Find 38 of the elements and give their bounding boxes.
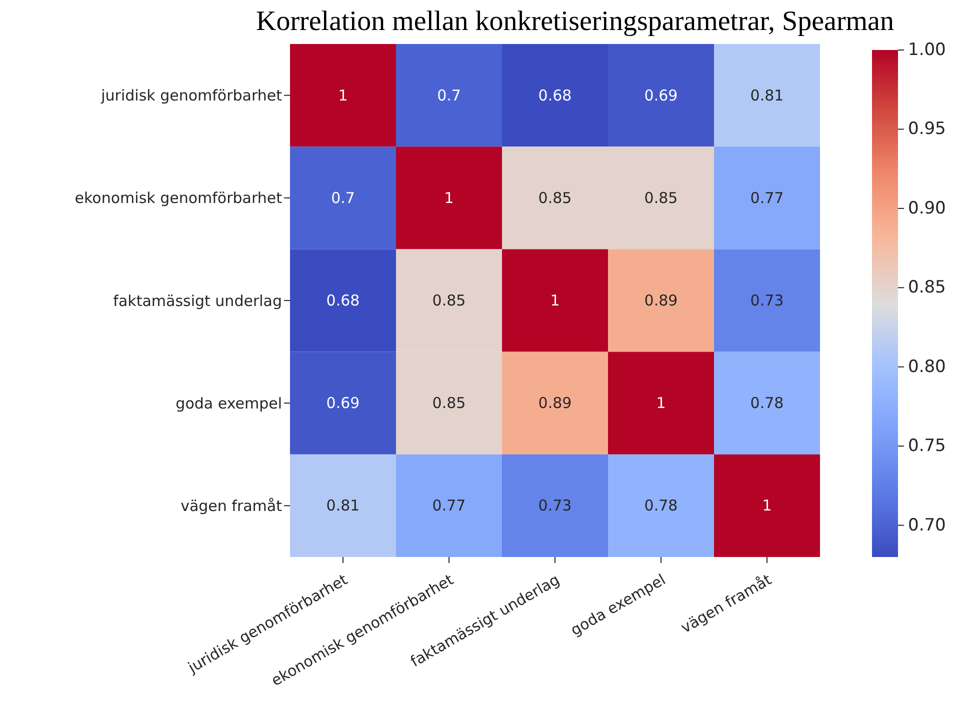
color-bar-label: 0.80 (908, 356, 946, 377)
chart-title: Korrelation mellan konkretiseringsparametrar, Spearman (255, 6, 895, 38)
data-label: 0.7 (437, 86, 461, 104)
data-label: 0.73 (538, 496, 572, 515)
color-bar-label: 0.75 (908, 436, 946, 456)
y-tick-label: faktamässigt underlag (113, 292, 282, 310)
y-tick-label: vägen framåt (180, 497, 282, 516)
data-label: 0.69 (644, 86, 678, 104)
data-label: 0.85 (538, 188, 572, 207)
data-label: 0.81 (750, 86, 784, 104)
y-tick-label: ekonomisk genomförbarhet (74, 189, 282, 208)
color-bar-label: 0.90 (908, 198, 946, 218)
data-label: 1 (444, 188, 454, 207)
data-label: 0.85 (432, 394, 466, 412)
color-bar-label: 0.70 (908, 515, 946, 536)
data-label: 0.78 (750, 394, 784, 412)
data-label: 0.85 (644, 188, 678, 207)
data-label: 1 (338, 86, 348, 104)
data-label: 1 (656, 394, 666, 412)
data-label: 0.89 (644, 292, 678, 310)
y-tick-label: goda exempel (176, 394, 282, 412)
data-label: 0.78 (644, 496, 678, 515)
color-bar-label: 1.00 (908, 40, 946, 60)
color-bar-label: 0.95 (908, 119, 946, 140)
data-label: 0.73 (750, 292, 784, 310)
data-label: 1 (550, 292, 560, 310)
data-label: 0.77 (432, 496, 466, 515)
data-label: 0.7 (331, 188, 355, 207)
data-label: 0.81 (326, 496, 360, 515)
data-label: 0.85 (432, 292, 466, 310)
data-label: 0.68 (326, 292, 360, 310)
data-label: 0.69 (326, 394, 360, 412)
y-tick-label: juridisk genomförbarhet (100, 86, 282, 105)
data-label: 0.68 (538, 86, 572, 104)
data-label: 1 (762, 496, 772, 515)
color-bar-label: 0.85 (908, 278, 946, 298)
data-label: 0.89 (538, 394, 572, 412)
data-label: 0.77 (750, 188, 784, 207)
